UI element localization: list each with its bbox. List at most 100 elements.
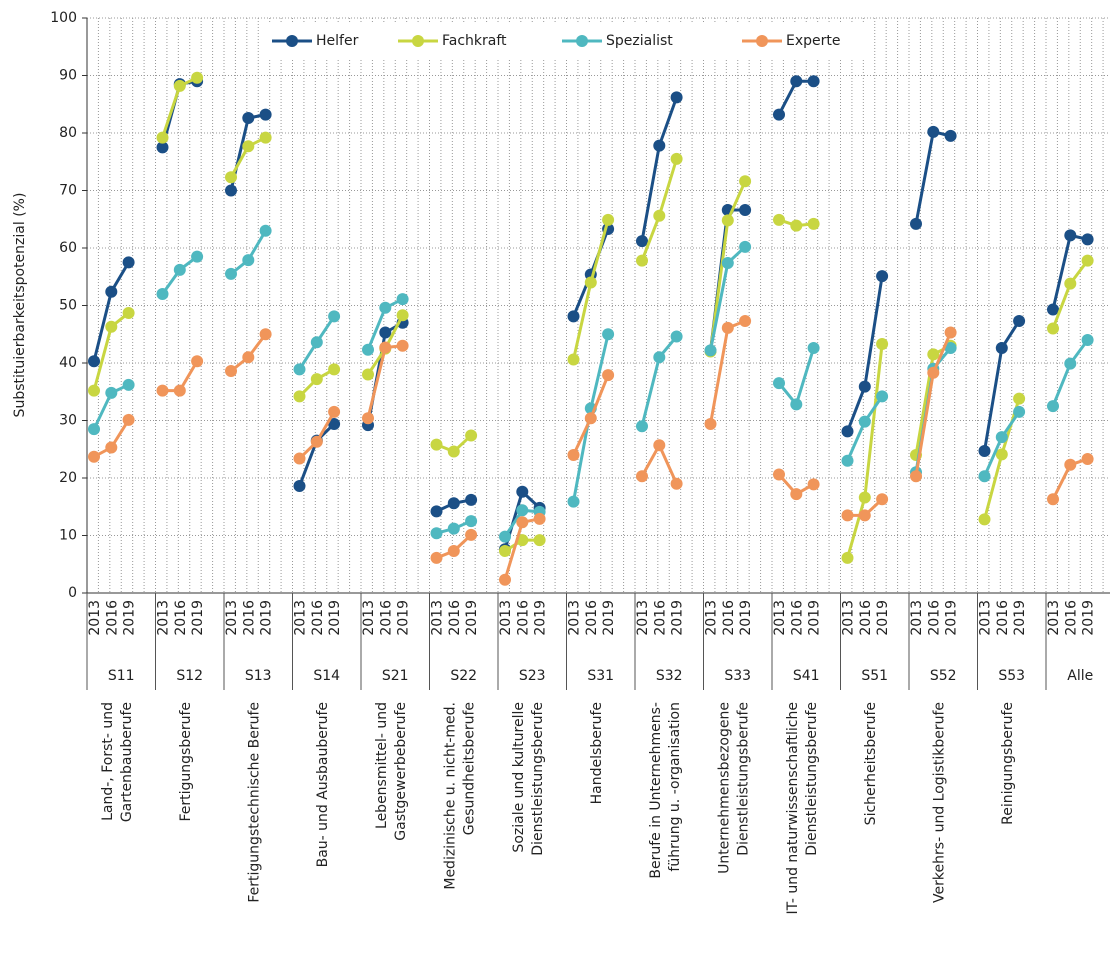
x-tick-label: 2016 bbox=[721, 600, 737, 636]
data-point bbox=[636, 470, 648, 483]
data-point bbox=[259, 108, 272, 121]
data-point bbox=[122, 378, 135, 391]
data-point bbox=[328, 363, 341, 376]
group-name: Soziale und kulturelle bbox=[511, 702, 527, 853]
legend-swatch-marker bbox=[412, 35, 424, 47]
data-point bbox=[465, 429, 478, 442]
data-point bbox=[739, 175, 752, 188]
data-point bbox=[1081, 254, 1094, 267]
data-point bbox=[516, 504, 529, 517]
data-point bbox=[191, 355, 204, 368]
data-point bbox=[447, 445, 460, 458]
x-tick-label: 2013 bbox=[841, 600, 857, 636]
group-code: S41 bbox=[793, 668, 820, 684]
x-tick-label: 2016 bbox=[241, 600, 257, 636]
data-point bbox=[790, 219, 803, 232]
x-tick-label: 2016 bbox=[104, 600, 120, 636]
data-point bbox=[790, 398, 803, 411]
data-point bbox=[465, 493, 478, 506]
data-point bbox=[191, 250, 204, 263]
data-point bbox=[910, 470, 922, 483]
data-point bbox=[567, 353, 580, 366]
x-tick-label: 2013 bbox=[156, 600, 172, 636]
data-point bbox=[1064, 229, 1077, 242]
data-point bbox=[499, 530, 511, 543]
data-point bbox=[225, 184, 237, 197]
data-point bbox=[310, 336, 323, 349]
group-code: S11 bbox=[108, 668, 135, 684]
data-point bbox=[1013, 405, 1026, 418]
data-point bbox=[807, 342, 820, 355]
data-point bbox=[841, 509, 854, 522]
data-point bbox=[396, 309, 409, 322]
data-point bbox=[704, 344, 717, 357]
data-point bbox=[105, 285, 118, 298]
legend-swatch-marker bbox=[756, 35, 768, 47]
data-point bbox=[807, 75, 820, 88]
data-point bbox=[670, 91, 683, 104]
group-name: IT- und naturwissenschaftliche bbox=[785, 702, 801, 915]
data-point bbox=[516, 485, 529, 498]
y-axis-label: Substituierbarkeitspotenzial (%) bbox=[12, 193, 28, 418]
data-point bbox=[841, 454, 854, 467]
data-point bbox=[978, 513, 991, 526]
data-point bbox=[773, 377, 785, 390]
group-name: führung u. -organisation bbox=[667, 702, 683, 872]
data-point bbox=[790, 488, 803, 501]
group-name: Gartenbauberufe bbox=[119, 702, 135, 822]
data-point bbox=[927, 366, 940, 379]
data-point bbox=[122, 256, 135, 269]
y-tick-label: 30 bbox=[59, 413, 77, 429]
x-tick-label: 2019 bbox=[1081, 600, 1097, 636]
data-point bbox=[105, 441, 118, 454]
x-tick-label: 2013 bbox=[1046, 600, 1062, 636]
x-tick-label: 2013 bbox=[978, 600, 994, 636]
data-point bbox=[1064, 458, 1077, 471]
data-point bbox=[259, 224, 272, 237]
data-point bbox=[790, 75, 803, 88]
group-name: Reinigungsberufe bbox=[1000, 702, 1016, 825]
data-point bbox=[362, 412, 374, 425]
data-point bbox=[122, 306, 135, 319]
group-code: S52 bbox=[930, 668, 957, 684]
data-point bbox=[876, 338, 889, 351]
data-point bbox=[310, 435, 323, 448]
data-point bbox=[1064, 277, 1077, 290]
data-point bbox=[242, 351, 255, 364]
data-point bbox=[858, 491, 871, 504]
x-tick-label: 2013 bbox=[224, 600, 240, 636]
data-point bbox=[88, 355, 100, 368]
data-point bbox=[293, 452, 306, 465]
data-point bbox=[122, 413, 135, 426]
x-tick-label: 2019 bbox=[601, 600, 617, 636]
group-code: S31 bbox=[587, 668, 614, 684]
legend-label: Experte bbox=[786, 33, 841, 49]
series-line bbox=[572, 219, 610, 360]
data-point bbox=[379, 326, 392, 339]
data-point bbox=[225, 365, 237, 378]
y-tick-label: 40 bbox=[59, 355, 77, 371]
group-code: S14 bbox=[313, 668, 340, 684]
data-point bbox=[88, 384, 100, 397]
x-tick-label: 2019 bbox=[327, 600, 343, 636]
group-code: S21 bbox=[382, 668, 409, 684]
y-tick-label: 20 bbox=[59, 470, 77, 486]
x-tick-label: 2016 bbox=[310, 600, 326, 636]
x-tick-label: 2019 bbox=[190, 600, 206, 636]
data-point bbox=[1081, 233, 1094, 246]
x-tick-label: 2016 bbox=[995, 600, 1011, 636]
series-line bbox=[1051, 339, 1089, 407]
group-name: Fertigungsberufe bbox=[178, 702, 194, 822]
y-tick-label: 70 bbox=[59, 183, 77, 199]
y-tick-label: 90 bbox=[59, 68, 77, 84]
group-name: Gesundheitsberufe bbox=[461, 702, 477, 835]
data-point bbox=[721, 256, 734, 269]
x-tick-label: 2013 bbox=[909, 600, 925, 636]
data-point bbox=[567, 495, 580, 508]
group-code: S13 bbox=[245, 668, 272, 684]
data-point bbox=[430, 438, 443, 451]
series-line bbox=[640, 335, 678, 427]
data-point bbox=[105, 320, 118, 333]
data-point bbox=[447, 545, 460, 558]
